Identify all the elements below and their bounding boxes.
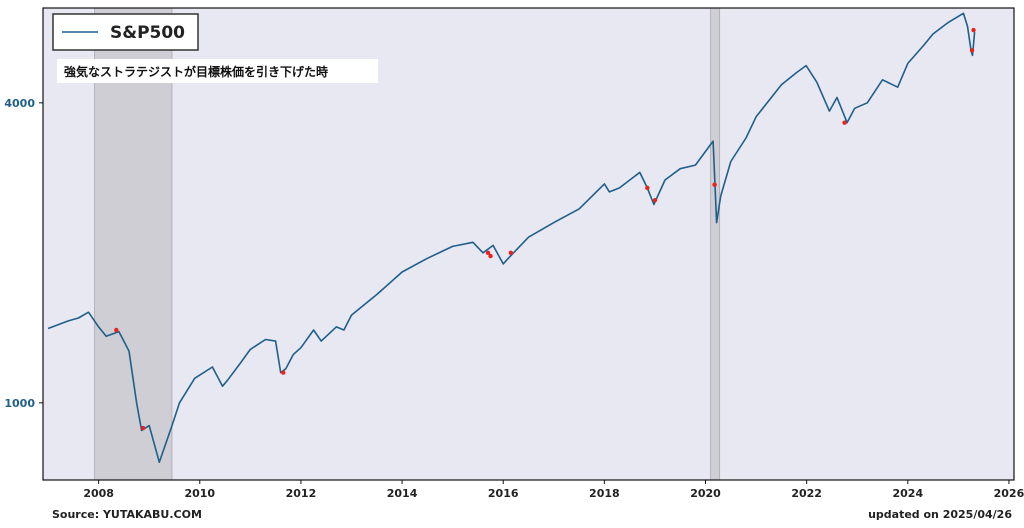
x-tick-label: 2022 <box>791 487 822 500</box>
recession-band-0 <box>94 7 173 481</box>
plot-frame <box>42 7 1015 481</box>
x-tick-label: 2026 <box>994 487 1024 500</box>
source-text: Source: YUTAKABU.COM <box>52 508 202 521</box>
annotation: 強気なストラテジストが目標株価を引き下げた時 <box>57 59 378 83</box>
downgrade-point <box>712 182 717 187</box>
downgrade-point <box>652 198 658 203</box>
x-axis: 2008 2010 2012 2014 2016 2018 2020 2022 2024 2026 <box>83 480 1024 500</box>
x-tick-label: 2008 <box>83 487 114 500</box>
series-line-0 <box>47 12 976 464</box>
downgrade-markers <box>114 27 976 431</box>
x-tick-label: 2020 <box>690 487 721 500</box>
recession-band-1 <box>710 7 721 481</box>
legend: S&P500 <box>52 13 199 51</box>
updated-text: updated on 2025/04/26 <box>868 508 1012 521</box>
x-tick-label: 2016 <box>488 487 519 500</box>
downgrade-point <box>114 327 119 333</box>
series-layer <box>47 12 976 464</box>
downgrade-point <box>281 370 286 375</box>
downgrade-point <box>140 425 146 431</box>
downgrade-point <box>969 48 975 53</box>
y-axis: 1000 4000 <box>4 97 43 410</box>
y-tick-label: 4000 <box>4 97 35 110</box>
x-tick-label: 2010 <box>184 487 215 500</box>
x-tick-label: 2024 <box>892 487 923 500</box>
annotation-box <box>57 59 378 83</box>
downgrade-point <box>971 27 976 33</box>
downgrade-point <box>842 120 847 125</box>
plot-background <box>43 8 1014 480</box>
x-tick-label: 2018 <box>589 487 620 500</box>
x-tick-label: 2012 <box>286 487 317 500</box>
downgrade-point <box>485 250 491 256</box>
recession-shading <box>94 7 721 481</box>
y-tick-label: 1000 <box>4 397 35 410</box>
x-tick-label: 2014 <box>387 487 418 500</box>
downgrade-point <box>488 253 493 259</box>
downgrade-point <box>645 185 650 191</box>
legend-label: S&P500 <box>110 23 185 43</box>
downgrade-point <box>508 250 513 256</box>
annotation-text: 強気なストラテジストが目標株価を引き下げた時 <box>64 64 328 79</box>
